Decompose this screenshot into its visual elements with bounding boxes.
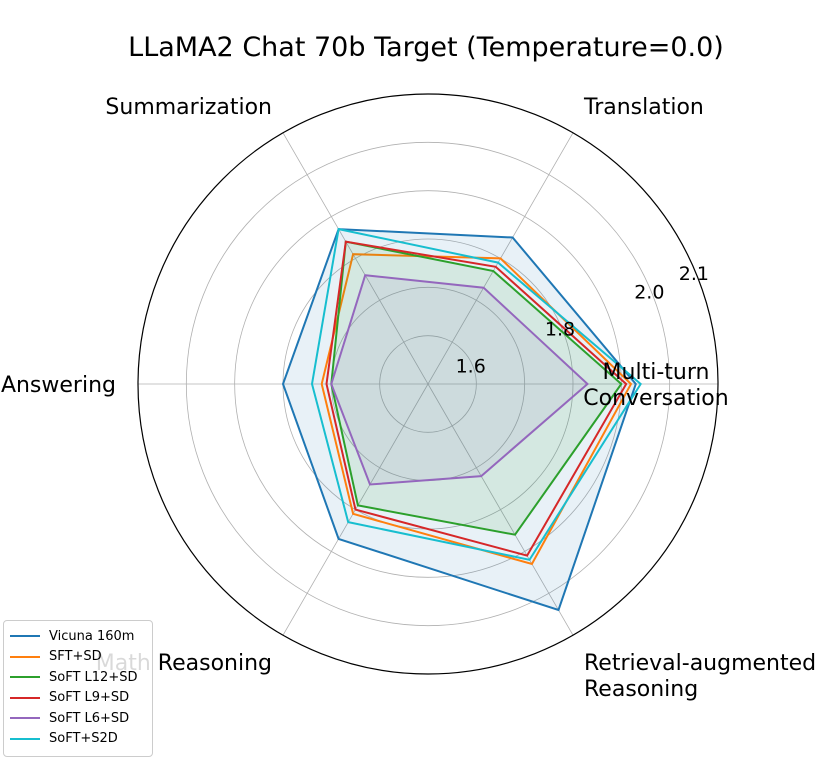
radial-tick-labels: 1.6 1.8 2.0 2.1 <box>456 263 709 378</box>
tick-label: 2.0 <box>634 282 664 304</box>
legend-swatch <box>10 655 40 658</box>
legend-label: Vicuna 160m <box>49 628 135 644</box>
axis-label: Multi-turn <box>603 360 710 385</box>
legend-label: SFT+SD <box>49 649 102 665</box>
axis-spoke <box>282 132 429 385</box>
axis-label: Translation <box>583 95 704 120</box>
legend-swatch <box>10 696 40 699</box>
series-soft-l6-sd <box>330 274 589 486</box>
axis-label: Question Answering <box>0 373 116 398</box>
tick-label: 1.8 <box>545 319 575 341</box>
legend-label: SoFT+S2D <box>49 731 118 747</box>
legend-item: SoFT L6+SD <box>10 708 146 729</box>
series-soft-s2d <box>310 227 643 561</box>
legend-swatch <box>10 717 40 720</box>
radar-series <box>281 227 643 612</box>
legend-swatch <box>10 737 40 740</box>
legend-label: SoFT L6+SD <box>49 710 130 726</box>
legend-item: SFT+SD <box>10 647 146 668</box>
chart-title: LLaMA2 Chat 70b Target (Temperature=0.0) <box>128 32 724 63</box>
legend-label: SoFT L9+SD <box>49 690 130 706</box>
legend: Vicuna 160m SFT+SD SoFT L12+SD SoFT L9+SD So… <box>3 620 153 757</box>
legend-swatch <box>10 635 40 638</box>
axis-label: Reasoning <box>584 677 698 702</box>
tick-label: 1.6 <box>456 356 486 378</box>
legend-item: Vicuna 160m <box>10 626 146 647</box>
axis-label: Conversation <box>583 386 728 411</box>
axis-label: Retrieval-augmented <box>584 651 816 676</box>
legend-item: SoFT+S2D <box>10 729 146 750</box>
legend-swatch <box>10 676 40 679</box>
legend-item: SoFT L9+SD <box>10 688 146 709</box>
series-sft-sd <box>320 253 633 566</box>
legend-label: SoFT L12+SD <box>49 669 138 685</box>
series-soft-l9-sd <box>325 240 628 557</box>
legend-item: SoFT L12+SD <box>10 667 146 688</box>
axis-label: Summarization <box>105 95 272 120</box>
tick-label: 2.1 <box>679 263 709 285</box>
outer-frame <box>137 93 719 675</box>
axis-spoke <box>427 383 574 636</box>
